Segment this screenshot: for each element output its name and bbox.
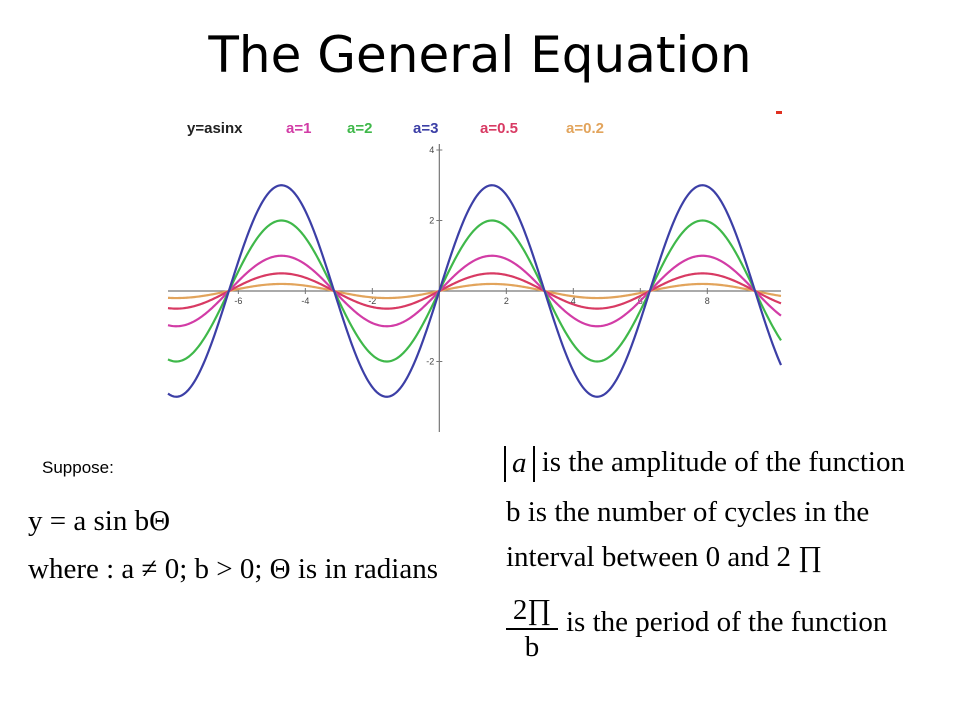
general-equation: y = a sin bΘ [28, 505, 171, 537]
y-tick-label: 2 [429, 216, 434, 226]
amplitude-absolute-value: a [504, 446, 535, 483]
series-line-a=0.2 [167, 282, 782, 300]
slide-title: The General Equation [208, 26, 752, 84]
series-line-a=1 [167, 254, 782, 328]
cycles-statement-line-2: interval between 0 and 2 ∏ [506, 541, 823, 573]
legend-entry: a=0.5 [480, 120, 518, 137]
x-tick-label: -2 [368, 296, 376, 306]
x-tick-label: 2 [504, 296, 509, 306]
chart-series [167, 184, 783, 398]
equation-conditions: where : a ≠ 0; b > 0; Θ is in radians [28, 553, 438, 585]
chart-edge-mark [776, 111, 782, 114]
legend-entry: a=2 [347, 120, 372, 137]
period-fraction: 2∏ b [506, 594, 558, 664]
cycles-statement-line-1: b is the number of cycles in the [506, 496, 870, 528]
legend-function-label: y=asinx [187, 120, 243, 137]
x-tick-label: -4 [301, 296, 309, 306]
series-line-a=0.5 [167, 272, 782, 310]
amplitude-statement: a is the amplitude of the function [504, 446, 905, 483]
x-tick-label: -6 [234, 296, 242, 306]
chart-legend: y=asinx a=1 a=2 a=3 a=0.5 a=0.2 [187, 120, 604, 137]
amplitude-text: is the amplitude of the function [541, 446, 905, 478]
period-statement: is the period of the function [566, 606, 888, 638]
legend-entry: a=3 [413, 120, 438, 137]
y-tick-label: -2 [426, 357, 434, 367]
x-tick-label: 8 [705, 296, 710, 306]
fraction-denominator: b [524, 631, 540, 663]
y-tick-label: 4 [429, 145, 434, 155]
x-tick-label: 4 [571, 296, 576, 306]
fraction-numerator: 2∏ [506, 594, 558, 630]
suppose-label: Suppose: [42, 458, 114, 477]
legend-entry: a=0.2 [566, 120, 604, 137]
amplitude-variable: a [512, 447, 527, 480]
series-line-a=2 [167, 219, 782, 363]
legend-entry: a=1 [286, 120, 311, 137]
chart-area [168, 104, 782, 426]
series-line-a=3 [167, 184, 783, 398]
